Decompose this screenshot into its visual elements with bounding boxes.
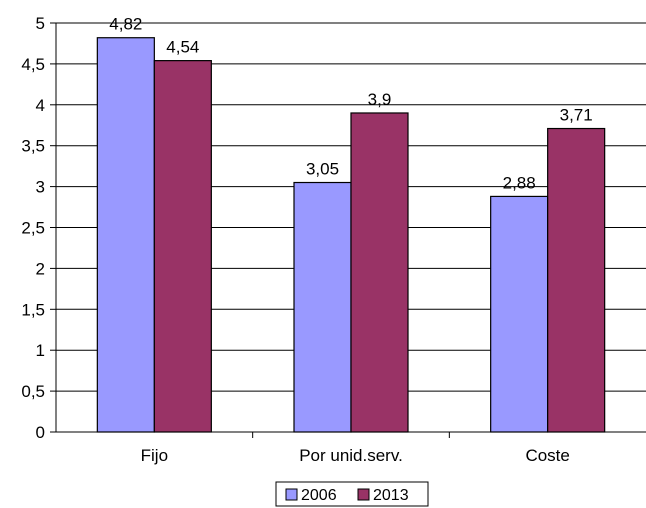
y-tick-label: 3 (36, 178, 45, 197)
y-tick-label: 0,5 (21, 382, 45, 401)
y-tick-label: 3,5 (21, 137, 45, 156)
data-label: 2,88 (503, 173, 536, 192)
data-label: 3,71 (560, 106, 593, 125)
legend-box (275, 481, 429, 507)
bar-2013-0 (153, 60, 212, 433)
data-label: 4,54 (166, 38, 199, 57)
y-tick-label: 4 (36, 96, 45, 115)
legend-swatch (285, 488, 298, 501)
bars (96, 37, 606, 433)
legend-label: 2006 (301, 487, 337, 504)
data-label: 3,05 (306, 160, 339, 179)
y-tick-label: 2 (36, 259, 45, 278)
bar-2006-0 (96, 37, 155, 433)
bar-2006-2 (490, 195, 549, 433)
data-label: 3,9 (368, 90, 392, 109)
y-tick-label: 2,5 (21, 219, 45, 238)
x-tick-label: Por unid.serv. (299, 446, 403, 465)
x-tick-label: Coste (525, 446, 569, 465)
legend-swatch (357, 488, 370, 501)
y-tick-label: 4,5 (21, 55, 45, 74)
data-label: 4,82 (109, 15, 142, 34)
x-tick-label: Fijo (141, 446, 168, 465)
y-tick-label: 0 (36, 423, 45, 442)
y-axis-ticks: 0 0,5 1 1,5 2 2,5 3 3,5 4 4,5 5 (21, 14, 56, 442)
bar-2013-2 (547, 127, 606, 433)
y-tick-label: 1 (36, 341, 45, 360)
x-axis: Fijo Por unid.serv. Coste (55, 23, 646, 465)
y-tick-label: 5 (36, 14, 45, 33)
bar-2006-1 (293, 181, 352, 433)
bar-2013-1 (350, 112, 409, 433)
data-labels: 4,82 4,54 3,05 3,9 2,88 3,71 (109, 15, 592, 193)
legend: 2006 2013 (275, 481, 429, 507)
y-tick-label: 1,5 (21, 300, 45, 319)
legend-label: 2013 (373, 487, 409, 504)
